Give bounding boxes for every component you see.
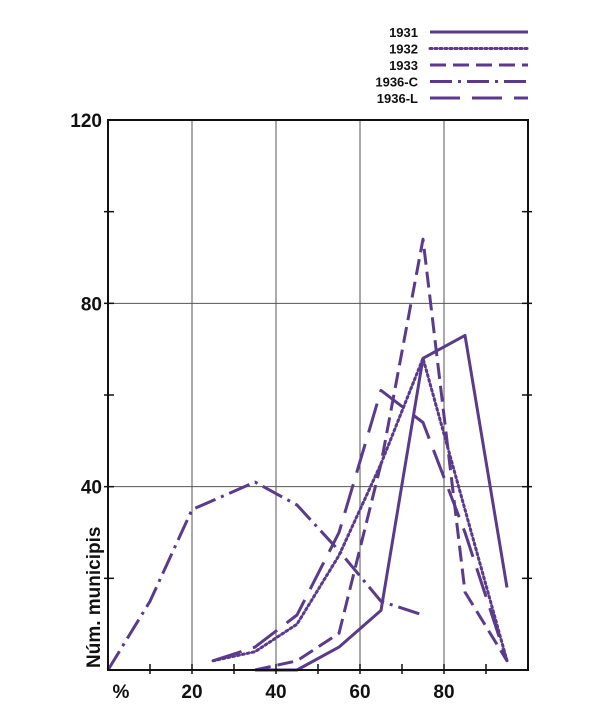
axis-ticks: [104, 210, 532, 674]
grid-lines: [108, 120, 528, 670]
x-axis-label: %: [113, 682, 130, 703]
plot-area: [108, 120, 528, 670]
x-tick-label: 20: [181, 682, 202, 703]
legend-label: 1936-C: [375, 75, 418, 90]
legend-label: 1932: [389, 42, 418, 57]
series-line-1933: [254, 237, 509, 672]
legend-label: 1931: [389, 25, 418, 40]
x-tick-label: 40: [265, 682, 286, 703]
y-tick-label: 40: [81, 478, 102, 499]
legend-label: 1936-L: [377, 91, 418, 106]
legend-label: 1933: [389, 58, 418, 73]
series-line-1936-L: [212, 388, 509, 663]
series-lines: [106, 237, 509, 672]
series-line-1932: [211, 356, 509, 663]
tick-labels: 20 40 60 80 40 80 120: [70, 111, 454, 703]
y-tick-label: 120: [70, 111, 102, 132]
y-axis-label: Núm. municipis: [84, 527, 105, 668]
x-tick-label: 80: [433, 682, 454, 703]
y-tick-label: 80: [81, 294, 102, 315]
series-line-1936-C: [106, 480, 424, 671]
x-tick-label: 60: [349, 682, 370, 703]
